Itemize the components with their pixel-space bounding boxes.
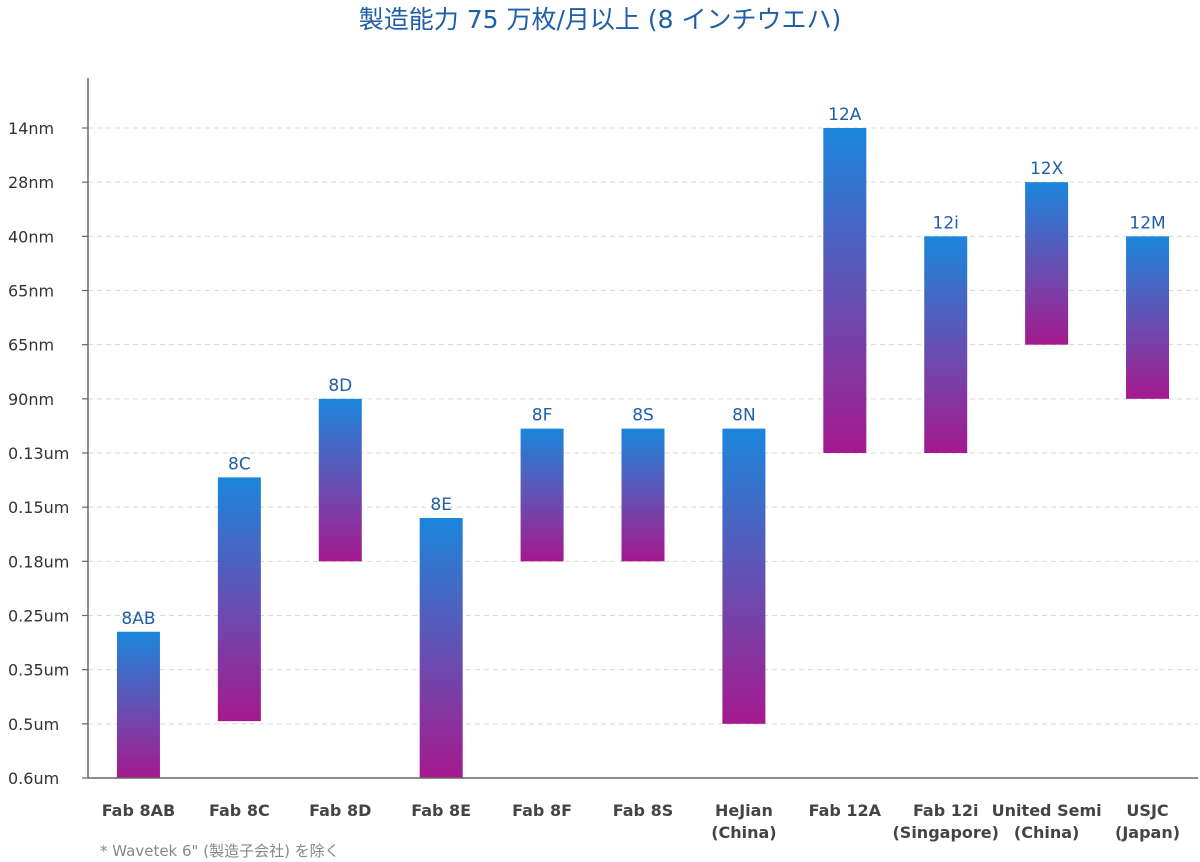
- chart-title: 製造能力 75 万枚/月以上 (8 インチウエハ): [359, 5, 841, 34]
- x-tick-line: (China): [1014, 823, 1079, 842]
- x-tick-label: USJC (Japan): [1115, 801, 1180, 842]
- data-label: 8AB: [121, 609, 155, 629]
- x-tick-line: (Japan): [1115, 823, 1180, 842]
- x-tick-line: (Singapore): [892, 823, 998, 842]
- y-tick-label: 65nm: [8, 336, 54, 355]
- x-tick-label: Fab 8S: [613, 801, 673, 820]
- x-tick-line: Fab 8S: [613, 801, 673, 820]
- data-label: 8F: [532, 406, 553, 426]
- x-tick-line: United Semi: [992, 801, 1102, 820]
- x-tick-line: Fab 8D: [309, 801, 371, 820]
- data-label: 8C: [228, 454, 251, 474]
- data-label: 8D: [328, 376, 352, 396]
- x-tick-line: (China): [711, 823, 776, 842]
- x-axis-ticks: Fab 8AB Fab 8C Fab 8D Fab 8E Fab 8F Fab 8S HeJ…: [102, 801, 1180, 842]
- data-label: 8E: [430, 495, 452, 515]
- x-tick-label: United Semi (China): [992, 801, 1102, 842]
- x-tick-line: HeJian: [715, 801, 773, 820]
- y-tick-label: 0.13um: [8, 444, 69, 463]
- data-label: 12i: [933, 213, 959, 233]
- y-axis-ticks: 14nm 28nm 40nm 65nm 65nm 90nm 0.13um 0.15um 0.18…: [8, 119, 88, 788]
- x-tick-line: Fab 8AB: [102, 801, 176, 820]
- bar-12x: [1025, 182, 1069, 345]
- y-tick-label: 28nm: [8, 173, 54, 192]
- gridlines: [88, 127, 1198, 725]
- data-label: 8N: [732, 406, 756, 426]
- bar-8ab: [116, 631, 160, 778]
- x-tick-line: Fab 8C: [209, 801, 270, 820]
- x-tick-label: Fab 8C: [209, 801, 270, 820]
- y-tick-label: 65nm: [8, 282, 54, 301]
- x-tick-label: Fab 8F: [512, 801, 572, 820]
- data-label: 12M: [1129, 213, 1165, 233]
- bar-8f: [520, 428, 564, 562]
- y-tick-label: 14nm: [8, 119, 54, 138]
- y-tick-label: 0.15um: [8, 498, 69, 517]
- y-tick-label: 0.35um: [8, 661, 69, 680]
- x-tick-line: Fab 8E: [411, 801, 471, 820]
- y-tick-label: 0.6um: [8, 769, 59, 788]
- data-label: 12X: [1030, 159, 1064, 179]
- y-tick-label: 0.25um: [8, 607, 69, 626]
- bar-8d: [318, 398, 362, 562]
- bar-8e: [419, 518, 463, 778]
- y-tick-label: 0.5um: [8, 715, 59, 734]
- y-tick-label: 90nm: [8, 390, 54, 409]
- bar-8n: [722, 428, 766, 724]
- y-tick-label: 0.18um: [8, 552, 69, 571]
- x-tick-line: Fab 12i: [913, 801, 979, 820]
- x-tick-label: Fab 12i (Singapore): [892, 801, 998, 842]
- x-tick-line: Fab 12A: [809, 801, 882, 820]
- x-tick-label: HeJian (China): [711, 801, 776, 842]
- bar-8s: [621, 428, 665, 562]
- x-tick-label: Fab 8AB: [102, 801, 176, 820]
- x-tick-label: Fab 8D: [309, 801, 371, 820]
- x-tick-line: USJC: [1126, 801, 1168, 820]
- x-tick-label: Fab 8E: [411, 801, 471, 820]
- data-label: 12A: [828, 105, 862, 125]
- x-tick-label: Fab 12A: [809, 801, 882, 820]
- data-label: 8S: [632, 406, 654, 426]
- y-tick-label: 40nm: [8, 227, 54, 246]
- x-tick-line: Fab 8F: [512, 801, 572, 820]
- bar-8c: [217, 477, 261, 722]
- bar-12m: [1126, 236, 1170, 399]
- bar-12a: [823, 128, 867, 453]
- bar-12i: [924, 236, 968, 453]
- bars: 8AB 8C 8D 8E 8F 8S 8N 12A 12i 12X 12M: [116, 105, 1170, 778]
- footnote: * Wavetek 6" (製造子会社) を除く: [100, 842, 340, 860]
